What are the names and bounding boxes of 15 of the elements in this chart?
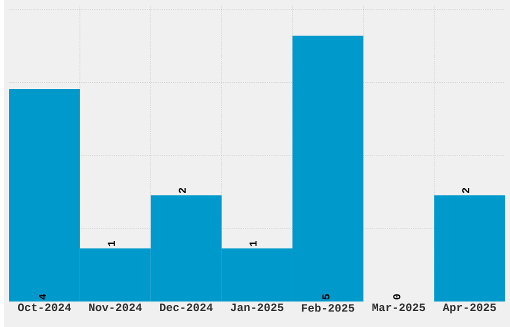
data-label: 2 — [462, 188, 470, 193]
data-label: 5 — [322, 294, 330, 300]
data-label: 1 — [250, 240, 257, 246]
x-tick-label: Nov-2024 — [89, 303, 142, 311]
data-label: 1 — [108, 240, 115, 246]
x-tick-label: Mar-2025 — [372, 303, 426, 311]
data-label: 2 — [178, 188, 186, 193]
bar — [434, 195, 506, 302]
x-tick-label: Dec-2024 — [160, 303, 213, 311]
x-tick-label: Oct-2024 — [18, 303, 72, 311]
x-tick-label: Feb-2025 — [302, 303, 354, 312]
data-label: 4 — [39, 294, 46, 300]
data-label: 0 — [393, 294, 400, 300]
x-tick-label: Jan-2025 — [230, 303, 284, 311]
x-tick-label: Apr-2025 — [442, 303, 496, 314]
